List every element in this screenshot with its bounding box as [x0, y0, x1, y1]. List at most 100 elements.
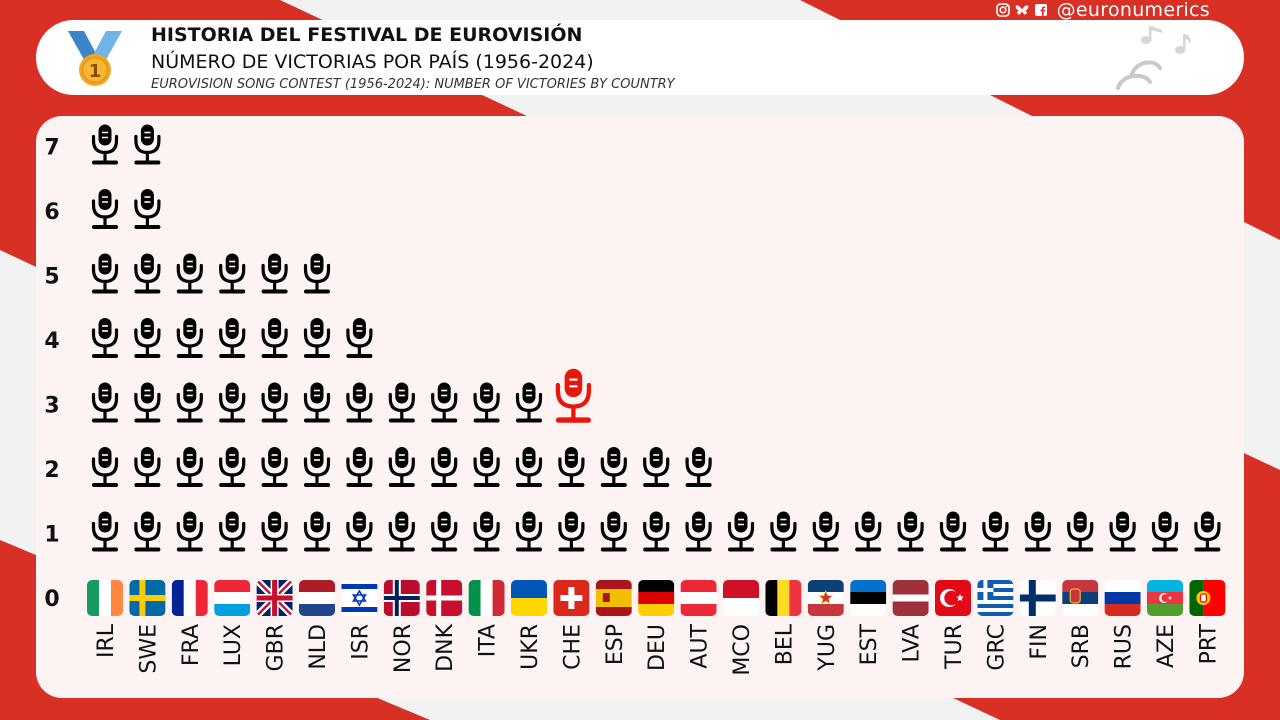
bar-aze: [1151, 511, 1179, 552]
flag-lux-icon: [214, 580, 251, 616]
bar-srb: [1067, 511, 1094, 552]
microphone-icon: [134, 253, 161, 294]
microphone-icon: [982, 511, 1009, 552]
microphone-icon: [91, 382, 119, 423]
flag-prt-icon: [1189, 580, 1226, 616]
flag-lva-icon: [892, 580, 929, 616]
flag-gbr-icon: [256, 580, 293, 616]
microphone-icon: [261, 447, 288, 487]
flag-rus-icon: [1104, 580, 1141, 616]
x-tick-label: IRL: [94, 623, 119, 658]
bar-fra: [176, 253, 203, 552]
microphone-icons: [91, 124, 1221, 552]
bar-che: [555, 368, 592, 552]
microphone-icon: [91, 511, 119, 552]
flag-fin-icon: [1019, 580, 1056, 616]
flag-aut-icon: [680, 580, 717, 616]
microphone-icon: [91, 447, 119, 487]
microphone-icon: [176, 318, 203, 358]
x-tick-label: GBR: [264, 624, 289, 671]
bar-prt: [1194, 511, 1221, 552]
y-tick-label: 6: [44, 200, 59, 225]
bar-deu: [643, 447, 670, 552]
microphone-icon: [91, 189, 119, 229]
medal-number: 1: [89, 61, 102, 82]
page-title: HISTORIA DEL FESTIVAL DE EUROVISIÓN: [151, 24, 583, 46]
microphone-icon: [685, 447, 712, 487]
microphone-icon: [346, 382, 373, 423]
microphone-icon: [303, 318, 331, 358]
microphone-icon: [1067, 511, 1094, 552]
bar-isr: [346, 318, 373, 552]
bar-aut: [685, 447, 712, 552]
microphone-icon: [515, 382, 543, 423]
flag-isr-icon: [341, 580, 378, 616]
bar-lva: [897, 511, 924, 552]
x-tick-label: EST: [857, 623, 882, 665]
x-tick-label: ISR: [348, 624, 373, 660]
microphone-icon: [473, 447, 500, 487]
bar-nld: [303, 253, 331, 552]
flag-ukr-icon: [511, 580, 547, 616]
x-tick-label: ESP: [603, 624, 628, 665]
microphone-icon: [346, 318, 373, 358]
x-tick-label: GRC: [984, 624, 1009, 671]
microphone-icon: [388, 447, 415, 487]
microphone-icon: [685, 511, 712, 552]
microphone-icon: [558, 447, 585, 487]
flag-bel-icon: [765, 580, 802, 616]
microphone-icon: [346, 511, 373, 552]
x-tick-label: FIN: [1027, 624, 1052, 660]
microphone-icon: [1194, 511, 1221, 552]
bar-est: [855, 511, 882, 552]
facebook-icon[interactable]: [1034, 3, 1048, 17]
instagram-icon[interactable]: [995, 3, 1010, 17]
bar-fin: [1024, 511, 1051, 552]
bar-mco: [727, 511, 755, 552]
microphone-icon: [303, 511, 331, 552]
x-tick-label: NLD: [306, 624, 331, 670]
microphone-icon: [261, 382, 288, 423]
social-handle[interactable]: @euronumerics: [1056, 0, 1210, 21]
microphone-icon: [515, 447, 543, 487]
microphone-icon: [303, 447, 331, 487]
y-tick-label: 3: [44, 394, 59, 419]
y-axis: 0 1 2 3 4 5 6 7: [44, 136, 59, 613]
page-subtitle: NÚMERO DE VICTORIAS POR PAÍS (1956-2024): [151, 51, 594, 73]
page-subtitle-english: EUROVISION SONG CONTEST (1956-2024): NUM…: [151, 77, 675, 92]
flag-ita-icon: [468, 580, 505, 616]
bar-rus: [1109, 511, 1136, 552]
microphone-icon: [600, 447, 627, 487]
y-tick-label: 0: [44, 587, 59, 612]
flag-grc-icon: [977, 580, 1014, 616]
flag-irl-icon: [87, 580, 123, 616]
bar-dnk: [431, 382, 458, 552]
bar-swe: [134, 124, 161, 552]
microphone-icon: [855, 511, 882, 552]
x-tick-label: LVA: [900, 624, 925, 663]
flag-nor-icon: [383, 580, 420, 616]
microphone-icon: [431, 511, 458, 552]
microphone-icon: [388, 382, 415, 423]
microphone-icon: [812, 511, 839, 552]
bluesky-icon[interactable]: [1015, 3, 1029, 17]
x-tick-label: LUX: [221, 624, 246, 666]
microphone-icon: [431, 447, 458, 487]
microphone-icon: [134, 124, 161, 165]
flag-aze-icon: [1147, 580, 1183, 616]
x-tick-label: RUS: [1112, 624, 1137, 669]
microphone-icon: [939, 511, 967, 552]
microphone-icon: [388, 511, 415, 552]
bar-esp: [600, 447, 627, 552]
x-tick-label: ITA: [476, 624, 501, 657]
bar-gbr: [261, 253, 288, 552]
microphone-icon: [431, 382, 458, 423]
microphone-icon: [134, 318, 161, 358]
x-tick-label: CHE: [560, 624, 585, 670]
x-tick-label: FRA: [179, 624, 204, 666]
y-tick-label: 4: [44, 329, 59, 354]
x-tick-label: MCO: [730, 624, 755, 676]
microphone-icon: [346, 447, 373, 487]
y-tick-label: 1: [44, 523, 59, 548]
bar-bel: [770, 511, 797, 552]
